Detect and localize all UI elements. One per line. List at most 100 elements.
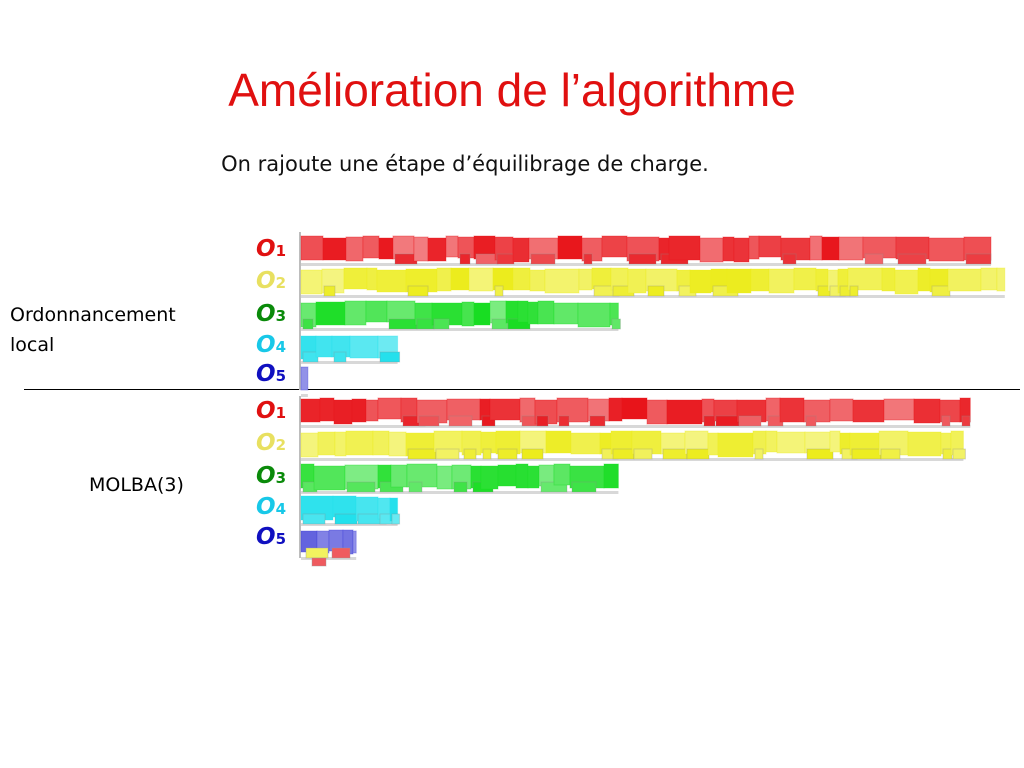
task-block [333, 351, 347, 363]
task-block [793, 267, 817, 291]
task-block [666, 399, 703, 425]
task-block [530, 253, 556, 265]
task-block [583, 253, 593, 265]
task-block [300, 235, 324, 261]
task-block [829, 398, 854, 422]
task-block [754, 448, 764, 460]
section-divider [24, 389, 1020, 390]
task-block [686, 448, 710, 460]
task-block [883, 398, 915, 421]
task-block [553, 302, 579, 325]
task-block [589, 415, 606, 427]
task-block [334, 513, 358, 525]
task-block [577, 302, 611, 328]
task-block [612, 448, 635, 460]
task-block [805, 415, 817, 427]
task-block [722, 236, 735, 262]
task-block [390, 464, 408, 488]
task-block [450, 267, 470, 291]
task-block [765, 430, 778, 453]
task-block [627, 268, 647, 294]
task-block [852, 399, 885, 423]
task-block [496, 253, 515, 265]
task-block [515, 463, 529, 489]
task-block [413, 236, 429, 262]
task-block [482, 448, 492, 460]
task-block [463, 448, 477, 460]
task-block [365, 300, 388, 323]
task-block [436, 465, 453, 490]
operator-label-o4: O4 [256, 330, 296, 362]
operator-letter: O [256, 430, 276, 456]
operator-label-o3: O3 [256, 299, 296, 331]
operator-letter: O [256, 268, 276, 294]
task-block [768, 268, 795, 294]
task-block [633, 448, 653, 460]
task-block [527, 465, 540, 489]
task-block [302, 318, 314, 330]
task-block [537, 300, 555, 325]
task-block [362, 235, 380, 259]
operator-index: 5 [275, 530, 286, 548]
task-block [931, 285, 951, 297]
task-block [952, 448, 966, 460]
load-bar-shadow [301, 361, 398, 364]
operator-label-o5: O5 [256, 359, 296, 391]
task-block [821, 236, 840, 261]
task-block [603, 463, 619, 489]
task-block [758, 235, 782, 258]
task-block [529, 269, 546, 292]
task-block [331, 547, 351, 559]
task-block [717, 432, 754, 458]
task-block [829, 430, 841, 453]
task-block [349, 335, 379, 359]
section-label-line: MOLBA(3) [89, 474, 184, 496]
task-block [311, 557, 327, 567]
task-block [611, 318, 621, 330]
task-block [300, 398, 321, 423]
task-block [433, 318, 450, 330]
task-block [897, 253, 927, 265]
task-block [809, 235, 823, 261]
task-block [346, 481, 376, 493]
task-block [497, 464, 517, 487]
task-block [497, 448, 518, 460]
task-block [453, 481, 468, 493]
load-bar-shadow [301, 557, 357, 560]
task-block [849, 285, 859, 297]
task-block [941, 415, 951, 427]
task-block [703, 415, 716, 427]
task-block [333, 399, 353, 425]
task-block [621, 397, 648, 420]
operator-label-o1: O1 [256, 234, 296, 266]
task-block [300, 366, 309, 391]
task-block [647, 285, 665, 297]
task-block [570, 432, 601, 455]
task-block [322, 237, 347, 261]
task-block [907, 431, 942, 457]
task-block [379, 351, 401, 363]
task-block [521, 448, 544, 460]
task-block [689, 269, 712, 294]
task-block [750, 268, 770, 292]
task-block [317, 431, 336, 456]
task-block [913, 398, 941, 424]
task-block [947, 268, 982, 292]
operator-index: 2 [275, 436, 286, 454]
task-block [352, 530, 357, 554]
task-block [557, 235, 583, 260]
task-block [473, 302, 491, 326]
task-block [880, 448, 901, 460]
task-block [699, 237, 724, 263]
operator-letter: O [256, 361, 276, 387]
operator-label-o3: O3 [256, 461, 296, 493]
task-block [494, 285, 504, 297]
task-block [608, 397, 623, 422]
task-block [553, 463, 571, 486]
task-block [377, 397, 402, 420]
task-block [315, 301, 346, 326]
load-bar-shadow [301, 523, 398, 526]
task-block [707, 432, 719, 456]
section-label-local: Ordonnancement local [10, 300, 176, 360]
task-block [917, 267, 931, 292]
